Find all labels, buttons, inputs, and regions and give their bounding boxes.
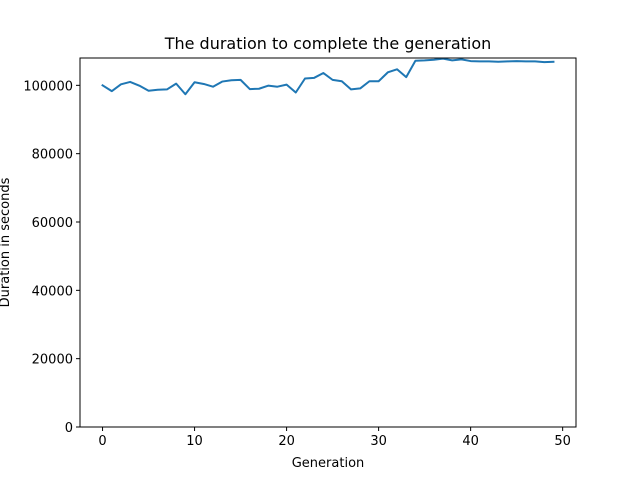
chart-title: The duration to complete the generation [164, 34, 492, 53]
y-tick-label: 40000 [32, 284, 73, 299]
x-axis: 0 10 20 30 40 50 [98, 427, 571, 449]
y-tick-label: 60000 [32, 216, 73, 231]
series-line-1 [101, 57, 555, 96]
axes-frame [79, 57, 577, 428]
x-tick-label: 0 [98, 434, 106, 449]
x-axis-label: Generation [292, 456, 365, 471]
x-tick-label: 10 [186, 434, 203, 449]
x-tick-label: 20 [278, 434, 295, 449]
y-tick-label: 0 [65, 421, 73, 436]
y-tick-label: 80000 [32, 148, 73, 163]
x-tick-label: 40 [462, 434, 479, 449]
x-tick-label: 50 [554, 434, 571, 449]
y-axis-label: Duration in seconds [0, 177, 13, 307]
y-tick-label: 20000 [32, 353, 73, 368]
x-tick-label: 30 [370, 434, 387, 449]
y-tick-label: 100000 [23, 79, 73, 94]
plot-area [101, 57, 555, 96]
y-axis: 0 20000 40000 60000 80000 100000 [23, 79, 80, 436]
